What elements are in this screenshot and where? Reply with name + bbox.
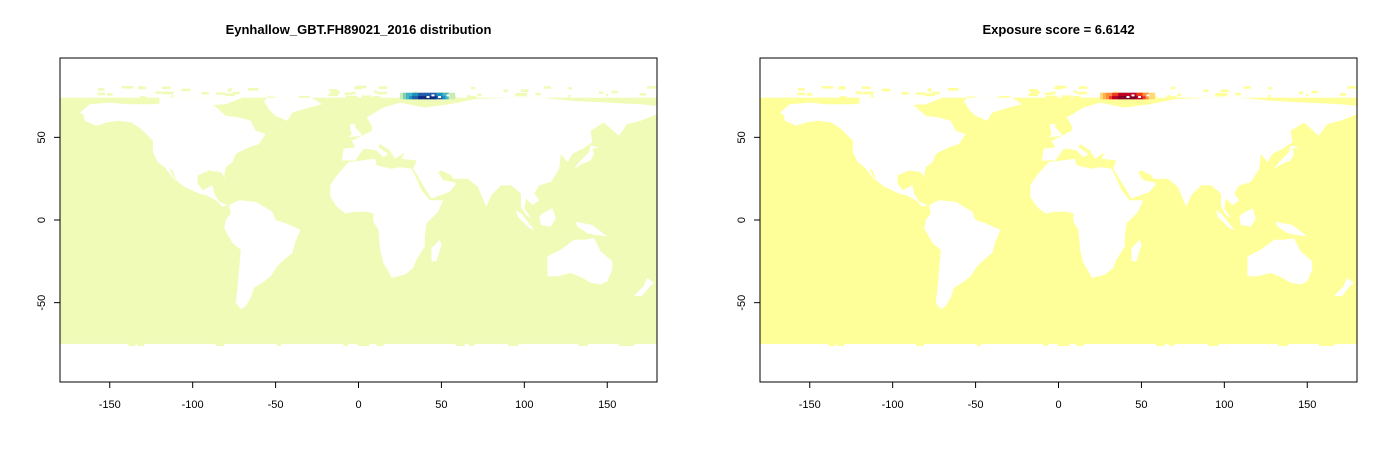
exposure-title: Exposure score = 6.6142 (982, 22, 1135, 37)
land-greenland (264, 97, 322, 121)
y-tick-label: 0 (36, 217, 48, 223)
land-australia (547, 238, 613, 285)
map-raster (760, 85, 1357, 346)
land-arctic-islands (859, 97, 943, 106)
x-tick-label: 0 (355, 399, 361, 411)
land-africa (1030, 158, 1144, 278)
x-tick-label: -150 (799, 399, 821, 411)
land-japan (574, 145, 599, 169)
land-south-america (924, 200, 1001, 310)
antarctic-cells (128, 343, 635, 346)
x-tick-label: 50 (435, 399, 447, 411)
land-arctic-islands (159, 97, 243, 106)
x-tick-label: 100 (1215, 399, 1233, 411)
land-new-zealand (633, 277, 654, 296)
y-tick-label: -50 (36, 295, 48, 311)
y-tick-label: 0 (736, 217, 748, 223)
land-eurasia (341, 97, 657, 219)
y-tick-label: -50 (736, 295, 748, 311)
map-raster (60, 85, 657, 346)
land-sumatra (516, 210, 535, 230)
x-tick-label: 150 (598, 399, 616, 411)
x-tick-label: -50 (968, 399, 984, 411)
x-tick-label: 0 (1055, 399, 1061, 411)
x-tick-label: 50 (1135, 399, 1147, 411)
land-greenland (964, 97, 1022, 121)
land-japan (1274, 145, 1299, 169)
x-tick-label: 150 (1298, 399, 1316, 411)
arctic-cells (97, 85, 657, 100)
land-australia (1247, 238, 1313, 285)
y-tick-label: 50 (736, 131, 748, 143)
distribution-title: Eynhallow_GBT.FH89021_2016 distribution (225, 22, 492, 37)
land-new-zealand (1333, 277, 1354, 296)
land-madagascar (431, 239, 442, 262)
x-tick-label: -100 (882, 399, 904, 411)
land-borneo (1239, 208, 1256, 227)
land-north-america (79, 101, 266, 207)
antarctic-cells (828, 343, 1335, 346)
land-great-britain (1048, 124, 1062, 138)
distribution-map: -150 -100 -50 0 50 100 150 50 0 -50 (36, 57, 658, 411)
land-eurasia (1041, 97, 1357, 219)
land-new-guinea (575, 221, 608, 237)
land-borneo (539, 208, 556, 227)
distribution-panel: Eynhallow_GBT.FH89021_2016 distribution … (36, 22, 658, 411)
land-great-britain (348, 124, 362, 138)
land-north-america (779, 101, 966, 207)
exposure-map: -150 -100 -50 0 50 100 150 50 0 -50 (736, 57, 1358, 411)
hotspot-cells (1099, 92, 1156, 100)
x-tick-label: -150 (99, 399, 121, 411)
land-africa (330, 158, 444, 278)
arctic-cells (797, 85, 1357, 100)
x-tick-label: -100 (182, 399, 204, 411)
land-sumatra (1216, 210, 1235, 230)
land-south-america (224, 200, 301, 310)
hotspot-cells (399, 92, 456, 100)
x-tick-label: 100 (515, 399, 533, 411)
land-new-guinea (1275, 221, 1308, 237)
y-tick-label: 50 (36, 131, 48, 143)
x-tick-label: -50 (268, 399, 284, 411)
exposure-panel: Exposure score = 6.6142 -150 -100 -50 0 50 10… (700, 0, 1399, 455)
land-madagascar (1131, 239, 1142, 262)
